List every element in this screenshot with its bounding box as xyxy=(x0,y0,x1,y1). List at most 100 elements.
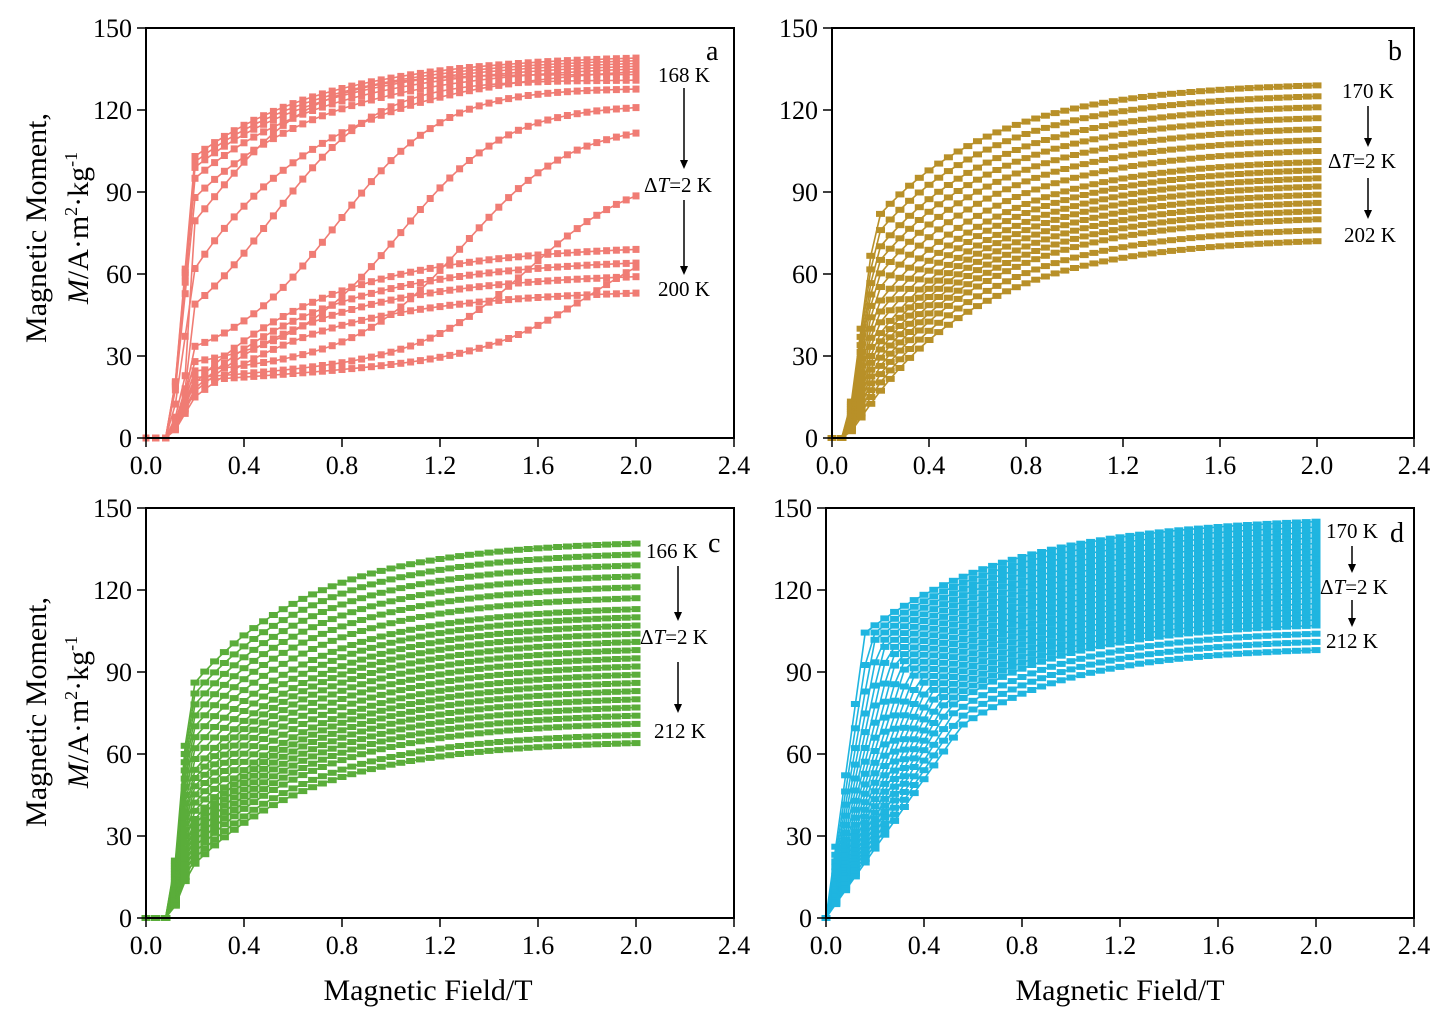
panel-a-data-point xyxy=(377,252,385,260)
panel-c-data-point xyxy=(474,572,484,579)
panel-b-data-point xyxy=(953,235,963,242)
panel-c-data-point xyxy=(455,660,465,667)
panel-a-data-point xyxy=(612,260,620,268)
panel-b-data-point xyxy=(856,325,866,332)
panel-b-data-point xyxy=(885,216,895,223)
panel-a-data-point xyxy=(338,214,346,221)
panel-c-data-point xyxy=(200,755,210,762)
panel-c-data-point xyxy=(278,781,288,788)
panel-b-data-point xyxy=(1147,212,1157,219)
panel-c-data-point xyxy=(229,775,239,782)
panel-d-data-point xyxy=(948,577,958,584)
panel-d-data-point xyxy=(1125,577,1135,584)
panel-c-data-point xyxy=(484,664,494,671)
panel-d-data-point xyxy=(880,820,890,827)
panel-a-data-point xyxy=(573,248,581,256)
panel-b-data-point xyxy=(1011,134,1021,141)
panel-c-data-point xyxy=(219,784,229,791)
panel-c-data-point xyxy=(445,678,455,684)
panel-a-data-point xyxy=(358,84,366,92)
panel-a-x-ticks: 0.0 0.4 0.8 1.2 1.6 2.0 2.4 xyxy=(130,438,750,480)
panel-d-data-point xyxy=(1301,595,1311,602)
panel-a-data-point xyxy=(612,133,620,141)
panel-d-data-point xyxy=(1105,665,1115,672)
panel-d-data-point xyxy=(860,844,870,851)
panel-d-data-point xyxy=(1184,597,1194,604)
panel-c-data-point xyxy=(268,655,278,662)
panel-a-data-point xyxy=(338,338,346,346)
panel-d-data-point xyxy=(1272,640,1282,647)
panel-b-data-point xyxy=(1215,164,1225,171)
panel-b-data-point xyxy=(1167,237,1176,244)
panel-d-data-point xyxy=(1144,624,1154,630)
panel-d-data-point xyxy=(929,659,939,666)
panel-a-data-point xyxy=(485,256,493,264)
panel-d-data-point xyxy=(1193,542,1203,548)
panel-b-data-point xyxy=(1196,154,1206,161)
panel-d-data-point xyxy=(1311,529,1321,536)
panel-c-data-point xyxy=(376,707,386,714)
panel-c-data-point xyxy=(376,723,386,730)
panel-b-data-point xyxy=(1021,280,1031,287)
panel-b-data-point xyxy=(1157,186,1167,193)
panel-b-data-point xyxy=(914,276,924,283)
panel-d-data-point xyxy=(1203,535,1213,542)
panel-a-data-point xyxy=(475,257,483,265)
panel-c-data-point xyxy=(582,564,592,571)
panel-c-data-point xyxy=(582,657,592,664)
panel-d-data-point xyxy=(880,814,890,821)
panel-c-data-point xyxy=(602,541,612,548)
panel-c-data-point xyxy=(406,716,416,723)
panel-d-data-point xyxy=(841,836,851,843)
panel-b-data-point xyxy=(885,317,895,324)
panel-b-data-point xyxy=(963,289,973,296)
panel-c-data-point xyxy=(386,761,396,768)
panel-d-data-point xyxy=(1174,625,1184,632)
panel-c-data-point xyxy=(357,681,367,688)
panel-c-data-point xyxy=(484,656,494,663)
panel-c-data-point xyxy=(219,796,229,803)
panel-c-data-point xyxy=(631,595,641,602)
panel-d-data-point xyxy=(1135,548,1145,555)
panel-c-data-point xyxy=(219,828,229,835)
panel-a-data-point xyxy=(309,368,317,376)
panel-d-data-point xyxy=(1095,592,1105,599)
panel-a-data-point xyxy=(358,273,366,281)
panel-d-data-point xyxy=(1272,618,1282,625)
panel-a-data-point xyxy=(250,330,258,338)
panel-d-data-point xyxy=(1164,533,1174,540)
panel-d-data-point xyxy=(968,606,978,613)
panel-b-data-point xyxy=(856,369,866,376)
panel-b-curve-line xyxy=(832,84,1318,439)
panel-b-data-point xyxy=(895,365,905,371)
panel-d-data-point xyxy=(1164,528,1174,535)
panel-d-data-point xyxy=(978,658,988,665)
panel-b-data-point xyxy=(1099,220,1109,227)
panel-b-data-point xyxy=(1264,210,1273,217)
panel-c-data-point xyxy=(386,609,396,616)
panel-c-data-point xyxy=(425,747,435,753)
panel-a-data-point xyxy=(328,108,336,116)
panel-b-y-tick-label: 30 xyxy=(792,342,818,371)
panel-a-data-point xyxy=(544,250,552,258)
panel-a-data-point xyxy=(603,136,611,144)
panel-a-data-point xyxy=(240,345,248,353)
panel-b-data-point xyxy=(1031,140,1041,147)
panel-c-data-point xyxy=(288,741,298,748)
panel-a-data-point xyxy=(446,301,454,309)
panel-a-x-tick-label: 0.4 xyxy=(228,451,261,480)
panel-c-data-point xyxy=(376,633,386,640)
panel-d-data-point xyxy=(1252,649,1262,656)
panel-c-data-point xyxy=(435,621,445,628)
panel-a-data-point xyxy=(456,89,464,97)
panel-b-data-point xyxy=(866,266,876,273)
panel-a-data-point xyxy=(446,351,454,359)
panel-b-data-point xyxy=(1312,137,1322,144)
panel-a-data-point xyxy=(289,187,297,195)
panel-b-data-point xyxy=(1050,134,1060,141)
panel-b-data-point xyxy=(1089,147,1099,154)
panel-d-data-point xyxy=(1115,561,1125,568)
panel-b-data-point xyxy=(992,178,1002,185)
panel-c-data-point xyxy=(376,589,386,596)
panel-c-data-point xyxy=(592,697,602,704)
